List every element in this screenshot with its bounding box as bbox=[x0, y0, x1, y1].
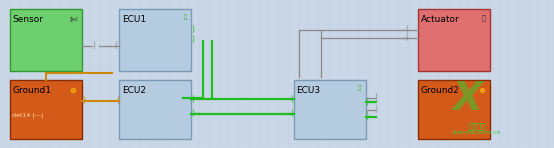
Text: (: ( bbox=[406, 25, 408, 34]
Text: 线束未来: 线束未来 bbox=[467, 123, 486, 132]
Text: xianshu.com.cn: xianshu.com.cn bbox=[452, 130, 501, 135]
Text: X: X bbox=[453, 80, 483, 118]
Text: (: ( bbox=[114, 41, 117, 50]
FancyBboxPatch shape bbox=[10, 80, 82, 139]
Text: (: ( bbox=[406, 33, 408, 42]
Text: ): ) bbox=[191, 25, 194, 34]
Text: ECU2: ECU2 bbox=[122, 86, 146, 95]
Text: ): ) bbox=[191, 95, 194, 104]
FancyBboxPatch shape bbox=[10, 9, 82, 71]
Text: ): ) bbox=[191, 110, 194, 118]
Text: Ground2: Ground2 bbox=[421, 86, 460, 95]
Text: ): ) bbox=[375, 93, 377, 102]
Text: ✄: ✄ bbox=[69, 15, 78, 25]
Text: ⬛: ⬛ bbox=[183, 15, 187, 20]
Text: ): ) bbox=[366, 112, 368, 121]
FancyBboxPatch shape bbox=[294, 80, 366, 139]
FancyBboxPatch shape bbox=[119, 80, 191, 139]
Text: ): ) bbox=[191, 36, 194, 44]
FancyBboxPatch shape bbox=[418, 9, 490, 71]
FancyBboxPatch shape bbox=[418, 80, 490, 139]
Text: ECU1: ECU1 bbox=[122, 15, 146, 24]
Text: (: ( bbox=[291, 95, 294, 104]
Text: ⊕: ⊕ bbox=[478, 86, 485, 95]
Text: ): ) bbox=[92, 41, 95, 50]
Text: (: ( bbox=[116, 96, 119, 105]
Text: det14 |---|: det14 |---| bbox=[12, 113, 43, 118]
Text: (: ( bbox=[291, 110, 294, 118]
Text: ⊕: ⊕ bbox=[69, 86, 76, 95]
Text: ECU3: ECU3 bbox=[296, 86, 320, 95]
Text: ⬛: ⬛ bbox=[358, 86, 361, 91]
Text: Sensor: Sensor bbox=[13, 15, 44, 24]
Text: Actuator: Actuator bbox=[421, 15, 460, 24]
Text: ): ) bbox=[375, 105, 377, 114]
FancyBboxPatch shape bbox=[119, 9, 191, 71]
Text: ): ) bbox=[82, 96, 85, 105]
Text: ⬜: ⬜ bbox=[481, 15, 486, 21]
Text: ): ) bbox=[366, 98, 368, 107]
Text: Ground1: Ground1 bbox=[13, 86, 52, 95]
